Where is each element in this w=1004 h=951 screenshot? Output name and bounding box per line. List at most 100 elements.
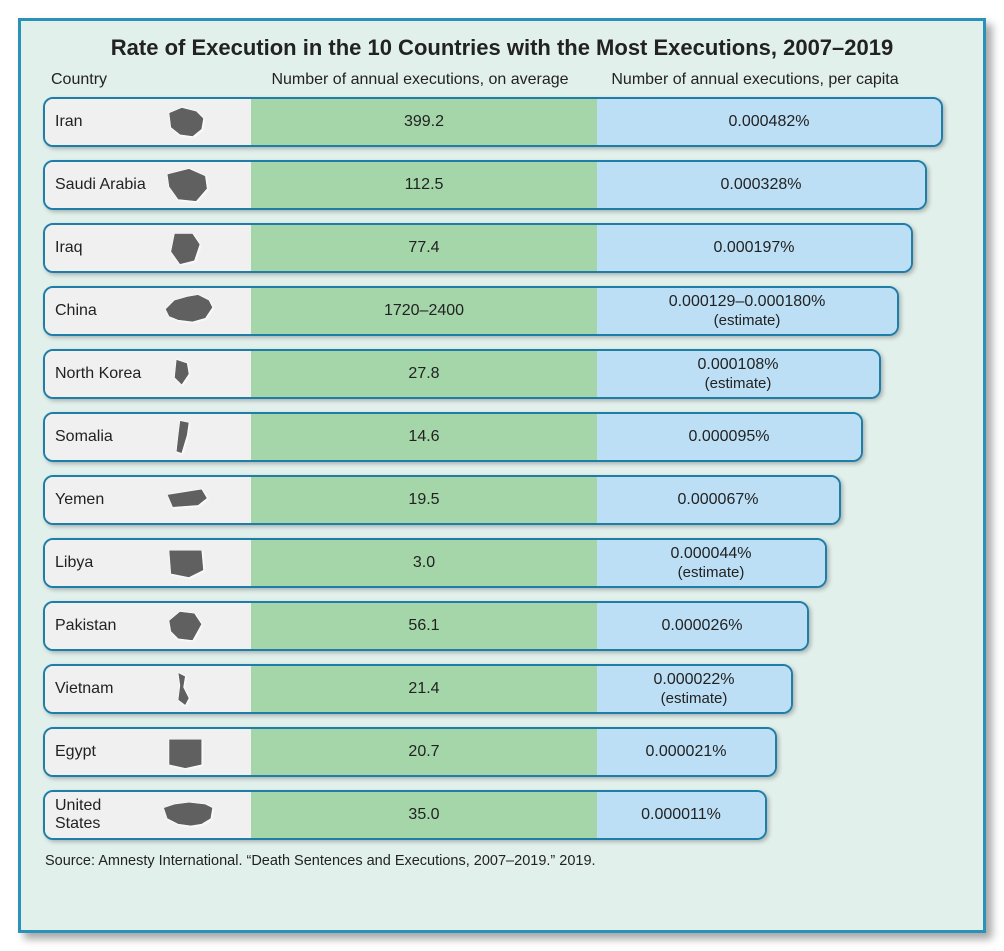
table-row: Iran 399.2 0.000482% — [43, 97, 961, 147]
percap-estimate: (estimate) — [714, 312, 781, 329]
percap-cell: 0.000108%(estimate) — [597, 351, 879, 397]
avg-cell: 399.2 — [251, 99, 597, 145]
usa-map-icon — [159, 795, 219, 835]
percap-value: 0.000044% — [671, 545, 752, 563]
percap-cell: 0.000026% — [597, 603, 807, 649]
row-bar: United States 35.0 0.000011% — [43, 790, 767, 840]
iraq-map-icon — [159, 228, 219, 268]
table-row: Saudi Arabia 112.5 0.000328% — [43, 160, 961, 210]
country-cell: Vietnam — [45, 666, 251, 712]
avg-cell: 19.5 — [251, 477, 597, 523]
percap-value: 0.000328% — [721, 176, 802, 194]
avg-cell: 56.1 — [251, 603, 597, 649]
country-cell: Somalia — [45, 414, 251, 460]
percap-cell: 0.000197% — [597, 225, 911, 271]
avg-cell: 3.0 — [251, 540, 597, 586]
country-cell: Iraq — [45, 225, 251, 271]
rows-container: Iran 399.2 0.000482% Saudi Arabia 112.5 0.000… — [43, 97, 961, 840]
country-label: Iran — [55, 113, 151, 131]
row-bar: Egypt 20.7 0.000021% — [43, 727, 777, 777]
country-label: Libya — [55, 554, 151, 572]
table-row: United States 35.0 0.000011% — [43, 790, 961, 840]
table-row: Yemen 19.5 0.000067% — [43, 475, 961, 525]
row-bar: Yemen 19.5 0.000067% — [43, 475, 841, 525]
percap-cell: 0.000011% — [597, 792, 765, 838]
percap-cell: 0.000328% — [597, 162, 925, 208]
libya-map-icon — [159, 543, 219, 583]
table-row: North Korea27.80.000108%(estimate) — [43, 349, 961, 399]
percap-cell: 0.000482% — [597, 99, 941, 145]
avg-cell: 112.5 — [251, 162, 597, 208]
avg-cell: 35.0 — [251, 792, 597, 838]
percap-value: 0.000022% — [654, 671, 735, 689]
country-cell: Egypt — [45, 729, 251, 775]
table-row: Libya 3.00.000044%(estimate) — [43, 538, 961, 588]
china-map-icon — [159, 291, 219, 331]
country-label: Egypt — [55, 743, 151, 761]
percap-cell: 0.000129–0.000180%(estimate) — [597, 288, 897, 334]
avg-cell: 14.6 — [251, 414, 597, 460]
country-cell: Libya — [45, 540, 251, 586]
percap-value: 0.000011% — [641, 806, 721, 824]
header-avg: Number of annual executions, on average — [247, 71, 593, 89]
country-label: Pakistan — [55, 617, 151, 635]
header-country: Country — [47, 71, 247, 89]
country-cell: Iran — [45, 99, 251, 145]
percap-value: 0.000197% — [714, 239, 795, 257]
country-cell: China — [45, 288, 251, 334]
percap-value: 0.000067% — [678, 491, 759, 509]
country-label: Somalia — [55, 428, 151, 446]
row-bar: North Korea27.80.000108%(estimate) — [43, 349, 881, 399]
percap-value: 0.000108% — [698, 356, 779, 374]
nkorea-map-icon — [159, 354, 219, 394]
percap-value: 0.000026% — [662, 617, 743, 635]
source-text: Source: Amnesty International. “Death Se… — [45, 853, 967, 869]
somalia-map-icon — [159, 417, 219, 457]
table-row: China1720–24000.000129–0.000180%(estimat… — [43, 286, 961, 336]
chart-panel: Rate of Execution in the 10 Countries wi… — [18, 18, 986, 933]
country-label: United States — [55, 797, 151, 833]
header-percap: Number of annual executions, per capita — [593, 71, 957, 89]
percap-value: 0.000482% — [729, 113, 810, 131]
table-row: Pakistan 56.1 0.000026% — [43, 601, 961, 651]
egypt-map-icon — [159, 732, 219, 772]
avg-cell: 77.4 — [251, 225, 597, 271]
country-label: China — [55, 302, 151, 320]
chart-title: Rate of Execution in the 10 Countries wi… — [37, 35, 967, 61]
country-cell: Pakistan — [45, 603, 251, 649]
country-label: Yemen — [55, 491, 151, 509]
row-bar: Vietnam 21.4 0.000022%(estimate) — [43, 664, 793, 714]
avg-cell: 1720–2400 — [251, 288, 597, 334]
percap-cell: 0.000021% — [597, 729, 775, 775]
column-headers: Country Number of annual executions, on … — [47, 71, 957, 89]
avg-cell: 27.8 — [251, 351, 597, 397]
avg-cell: 20.7 — [251, 729, 597, 775]
percap-estimate: (estimate) — [705, 375, 772, 392]
table-row: Somalia 14.6 0.000095% — [43, 412, 961, 462]
percap-cell: 0.000067% — [597, 477, 839, 523]
table-row: Vietnam 21.4 0.000022%(estimate) — [43, 664, 961, 714]
country-cell: United States — [45, 792, 251, 838]
yemen-map-icon — [159, 480, 219, 520]
percap-value: 0.000129–0.000180% — [669, 293, 826, 311]
table-row: Egypt 20.7 0.000021% — [43, 727, 961, 777]
avg-cell: 21.4 — [251, 666, 597, 712]
row-bar: Saudi Arabia 112.5 0.000328% — [43, 160, 927, 210]
row-bar: Libya 3.00.000044%(estimate) — [43, 538, 827, 588]
country-label: Iraq — [55, 239, 151, 257]
percap-cell: 0.000095% — [597, 414, 861, 460]
country-label: Saudi Arabia — [55, 176, 151, 194]
row-bar: China1720–24000.000129–0.000180%(estimat… — [43, 286, 899, 336]
table-row: Iraq 77.4 0.000197% — [43, 223, 961, 273]
country-cell: Saudi Arabia — [45, 162, 251, 208]
iran-map-icon — [159, 102, 219, 142]
saudi-map-icon — [159, 165, 219, 205]
row-bar: Pakistan 56.1 0.000026% — [43, 601, 809, 651]
country-label: North Korea — [55, 365, 151, 383]
percap-value: 0.000095% — [689, 428, 770, 446]
percap-value: 0.000021% — [646, 743, 727, 761]
percap-estimate: (estimate) — [661, 690, 728, 707]
percap-cell: 0.000044%(estimate) — [597, 540, 825, 586]
country-cell: Yemen — [45, 477, 251, 523]
country-label: Vietnam — [55, 680, 151, 698]
